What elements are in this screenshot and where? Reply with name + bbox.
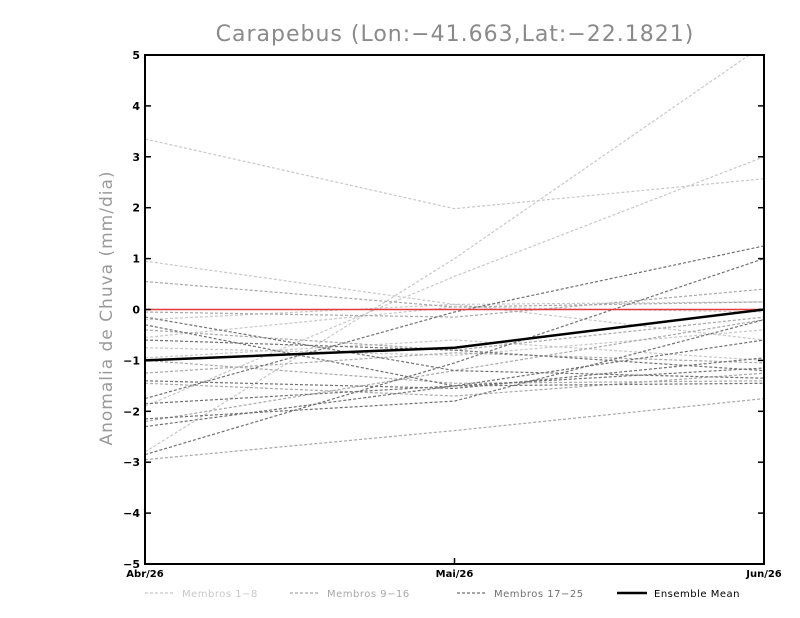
member-line-m17_25-7 — [145, 319, 764, 420]
member-line-m9_16-1 — [145, 280, 764, 308]
member-line-m9_16-7 — [145, 372, 764, 397]
member-line-m1_8-6 — [145, 329, 764, 356]
member-line-m17_25-5 — [145, 357, 764, 390]
chart-title: Carapebus (Lon:−41.663,Lat:−22.1821) — [216, 22, 695, 47]
member-line-m9_16-2 — [145, 398, 764, 461]
y-tick-label: −5 — [123, 558, 140, 571]
series-lines — [145, 55, 764, 461]
y-tick-label: 5 — [132, 49, 140, 62]
y-tick-label: −4 — [123, 507, 140, 520]
member-line-m9_16-5 — [145, 359, 764, 384]
y-tick-label: −3 — [123, 456, 140, 469]
ensemble-mean-line — [145, 308, 764, 362]
member-line-m9_16-3 — [145, 319, 764, 423]
member-line-m1_8-4 — [145, 260, 764, 306]
x-tick-label: Jun/26 — [745, 569, 782, 580]
member-line-m9_16-6 — [145, 288, 764, 318]
y-axis-ticks: −5 −4 −3 −2 −1 0 1 2 3 4 5 — [123, 49, 764, 571]
x-axis-ticks: Abr/26 Mai/26 Jun/26 — [126, 558, 782, 580]
y-tick-label: 0 — [132, 304, 140, 317]
member-line-m17_25-8 — [145, 382, 764, 405]
member-line-m1_8-2 — [145, 55, 751, 453]
legend: Membros 1−8 Membros 9−16 Membros 17−25 Ense… — [145, 589, 740, 600]
y-tick-label: 4 — [132, 100, 140, 113]
member-line-m1_8-8 — [145, 339, 764, 361]
member-line-m1_8-3 — [145, 156, 764, 407]
member-line-m17_25-9 — [145, 339, 764, 372]
member-line-m17_25-6 — [145, 316, 764, 379]
member-line-m9_16-4 — [145, 352, 764, 374]
legend-label-mean: Ensemble Mean — [654, 589, 740, 600]
member-line-m9_16-8 — [145, 316, 764, 351]
member-line-m17_25-2 — [145, 245, 764, 400]
member-line-m17_25-1 — [145, 258, 764, 456]
legend-label-m9_16: Membros 9−16 — [327, 589, 410, 600]
member-line-m1_8-1 — [145, 138, 764, 210]
y-tick-label: 3 — [132, 151, 140, 164]
legend-label-m1_8: Membros 1−8 — [182, 589, 258, 600]
x-tick-label: Mai/26 — [436, 569, 474, 580]
y-tick-label: −2 — [123, 405, 140, 418]
y-tick-label: −1 — [123, 354, 140, 367]
y-axis-label: Anomalia de Chuva (mm/dia) — [97, 170, 117, 445]
y-tick-label: 1 — [132, 253, 140, 266]
legend-label-m17_25: Membros 17−25 — [494, 589, 584, 600]
y-tick-label: 2 — [132, 202, 140, 215]
x-tick-label: Abr/26 — [126, 569, 163, 580]
ensemble-mean-layer — [145, 308, 764, 362]
